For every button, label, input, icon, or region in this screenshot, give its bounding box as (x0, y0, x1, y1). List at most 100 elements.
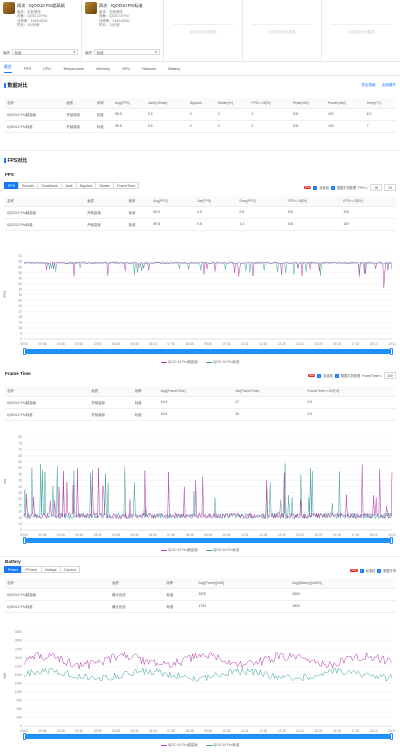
tab-battery[interactable]: Battery (168, 66, 181, 71)
legend-item[interactable]: IQOO 10 Pro超高帧 (160, 359, 198, 364)
y-tick-label: 20 (18, 510, 22, 514)
legend-item[interactable]: IQOO 10 Pro标准 (205, 359, 239, 364)
fps-threshold-input-2[interactable]: 25 (384, 184, 396, 191)
subtab-current[interactable]: Current (59, 566, 80, 573)
subtab-jank[interactable]: Jank (60, 182, 77, 189)
fps-title: FPS (5, 172, 14, 177)
frametime-threshold-input[interactable]: 100 (384, 372, 396, 379)
subtab-power[interactable]: Power (4, 566, 23, 573)
y-tick-label: 18 (18, 315, 22, 319)
slider-handle-right[interactable] (390, 537, 393, 544)
y-tick-label: 0 (20, 724, 22, 728)
quality-select[interactable]: 标准 ▾ (93, 49, 160, 55)
tab-fps[interactable]: FPS (23, 66, 31, 71)
subtab-smalljank[interactable]: SmallJank (37, 182, 62, 189)
battery-zoom-slider[interactable] (23, 733, 393, 740)
y-tick-label: 55 (18, 466, 22, 470)
slider-handle-left[interactable] (23, 733, 26, 740)
y-tick-label: 65 (18, 454, 22, 458)
y-tick-label: 1800 (15, 673, 22, 677)
legend-item[interactable]: IQOO 10 Pro标准 (205, 742, 239, 747)
y-tick-label: 2400 (15, 656, 22, 660)
slider-handle-left[interactable] (23, 537, 26, 544)
y-tick-label: 54 (18, 265, 22, 269)
frametime-zoom-slider[interactable] (23, 537, 393, 544)
x-tick-label: 00:58 (38, 533, 46, 537)
table-row: IQOO10 Pro超高帧 开帧高帧 标准 59.9 0.5 0.8 100 100 (4, 206, 396, 219)
standard-line-checkbox[interactable]: ✓ (313, 185, 318, 190)
slider-handle-right[interactable] (390, 733, 393, 740)
subtab-stutter[interactable]: Stutter (95, 182, 114, 189)
export-table-link[interactable]: 导出表格 (361, 83, 376, 87)
y-tick-label: 34 (18, 293, 22, 297)
x-tick-label: 02:53 (75, 342, 83, 346)
fps-subtabs: FPS Smooth SmallJank Jank BigJank Stutte… (4, 182, 140, 189)
add-compare-slot[interactable]: 点击添加对比数据 (164, 0, 243, 61)
standard-line-checkbox[interactable]: ✓ (317, 373, 322, 378)
new-badge: New (350, 569, 358, 572)
y-tick-label: 50 (18, 472, 22, 476)
slider-handle-right[interactable] (390, 348, 393, 355)
tab-network[interactable]: Network (142, 66, 157, 71)
table-row: IQOO10 Pro超高帧 开帧高帧 标准 16.6 17 0.0 (4, 396, 396, 409)
subtab-fpower[interactable]: FPower (21, 566, 42, 573)
frametime-table: 名称 画质 帧率 Avg(FrameTime) Var(FrameTime) Frame… (4, 386, 396, 421)
fps-zoom-slider[interactable] (23, 348, 393, 355)
y-axis-label: mW (3, 672, 7, 679)
legend-item[interactable]: IQOO 10 Pro超高帧 (160, 547, 198, 552)
add-compare-slot[interactable]: 点击添加对比数据 (243, 0, 322, 61)
compare-card-1[interactable]: 再次 · IQOO10 Pro超高帧 版本：无前修改 设备：IQOO 10 Pr… (0, 0, 82, 61)
legend-item[interactable]: IQOO 10 Pro标准 (205, 547, 239, 552)
slider-handle-left[interactable] (23, 348, 26, 355)
select-label: 画质 (3, 50, 10, 55)
compare-card-2[interactable]: 再次 · IQOO10 Pro标准 版本：无前修改 设备：IQOO 10 Pro… (82, 0, 164, 61)
x-tick-label: 00:00 (20, 729, 28, 733)
subtab-frametime[interactable]: FrameTime (112, 182, 140, 189)
fps-threshold-input[interactable]: 18 (370, 184, 382, 191)
smoothing-checkbox[interactable]: ✓ (377, 568, 382, 573)
x-tick-label: 19:11 (388, 533, 396, 537)
smoothing-checkbox[interactable]: ✓ (330, 185, 335, 190)
y-tick-label: 300 (17, 716, 23, 720)
tab-memory[interactable]: Memory (96, 66, 111, 71)
subtab-smooth[interactable]: Smooth (18, 182, 39, 189)
subtab-voltage[interactable]: Voltage (40, 566, 61, 573)
standard-line-checkbox[interactable]: ✓ (359, 568, 364, 573)
expand-all-link[interactable]: 全部展开 (381, 83, 396, 87)
x-tick-label: 05:46 (130, 342, 138, 346)
subtab-fps[interactable]: FPS (4, 182, 19, 189)
x-tick-label: 10:33 (222, 342, 230, 346)
x-tick-label: 01:56 (57, 729, 65, 733)
tab-temperature[interactable]: Temperature (63, 66, 85, 71)
add-compare-slot[interactable]: 点击添加对比数据 (322, 0, 400, 61)
x-tick-label: 06:43 (149, 533, 157, 537)
tab-gpu[interactable]: GPU (122, 66, 131, 71)
frametime-line-chart[interactable]: 80 75 70 65 60 55 50 45 40 35 30 25 20 15 10 5 ms 00:00 00… (0, 433, 400, 538)
x-tick-label: 08:38 (186, 729, 194, 733)
battery-series-high (23, 651, 393, 670)
x-tick-label: 12:28 (259, 729, 267, 733)
tab-overview[interactable]: 概览 (4, 65, 12, 73)
y-tick-label: 15 (18, 516, 22, 520)
table-header-row: 名称 画质 帧率 Avg(FPS) Jank(/10min) BigJank Stutt… (4, 98, 396, 109)
y-tick-label: 40 (18, 485, 22, 489)
x-tick-label: 10:33 (222, 729, 230, 733)
quality-select[interactable]: 标准 ▾ (11, 49, 78, 55)
y-tick-label: 80 (18, 435, 22, 439)
table-row: IQOO10 Pro标准 开帧高帧 标准 59.8 0.5 0 0 0 100 100 7 (4, 120, 396, 133)
battery-line-chart[interactable]: 3300300027002400210018001500120090060030… (0, 628, 400, 734)
card-meta: 时长：13分5秒 (17, 22, 40, 27)
subtab-bigjank[interactable]: BigJank (75, 182, 97, 189)
y-tick-label: 30 (18, 298, 22, 302)
tab-cpu[interactable]: CPU (42, 66, 52, 71)
smoothing-checkbox[interactable]: ✓ (334, 373, 339, 378)
x-tick-label: 17:15 (351, 729, 359, 733)
y-tick-label: 5 (20, 528, 22, 532)
compare-header: 再次 · IQOO10 Pro超高帧 版本：无前修改 设备：IQOO 10 Pr… (0, 0, 400, 62)
x-tick-label: 03:50 (94, 533, 102, 537)
y-tick-label: 22 (18, 310, 22, 314)
legend-item[interactable]: IQOO 10 Pro超高帧 (160, 742, 198, 747)
x-tick-label: 06:43 (149, 729, 157, 733)
fps-section-title: FPS对比 (0, 157, 27, 164)
